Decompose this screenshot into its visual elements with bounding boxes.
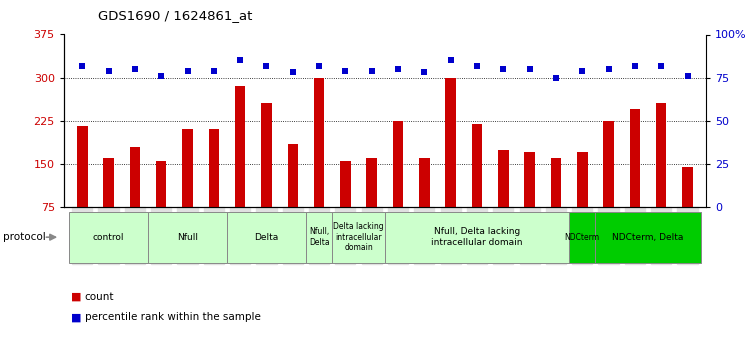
Bar bbox=[209, 129, 219, 250]
Bar bbox=[577, 152, 587, 250]
Bar bbox=[235, 86, 246, 250]
Point bbox=[339, 68, 351, 73]
Bar bbox=[498, 149, 508, 250]
Text: ■: ■ bbox=[71, 313, 82, 322]
Bar bbox=[524, 152, 535, 250]
Point bbox=[208, 68, 220, 73]
Bar bbox=[393, 121, 403, 250]
Bar bbox=[603, 121, 614, 250]
Bar bbox=[288, 144, 298, 250]
Point bbox=[550, 75, 562, 80]
Point bbox=[103, 68, 115, 73]
Bar bbox=[104, 158, 114, 250]
Bar bbox=[130, 147, 140, 250]
Text: ■: ■ bbox=[71, 292, 82, 302]
Text: count: count bbox=[85, 292, 114, 302]
Point bbox=[497, 66, 509, 72]
Bar bbox=[366, 158, 377, 250]
Point bbox=[681, 73, 693, 79]
Bar bbox=[156, 161, 167, 250]
Bar bbox=[306, 211, 332, 263]
Text: percentile rank within the sample: percentile rank within the sample bbox=[85, 313, 261, 322]
Bar bbox=[77, 127, 88, 250]
Point bbox=[261, 63, 273, 68]
Text: GDS1690 / 1624861_at: GDS1690 / 1624861_at bbox=[98, 9, 252, 22]
Point bbox=[313, 63, 325, 68]
Text: Delta: Delta bbox=[255, 233, 279, 242]
Point bbox=[471, 63, 483, 68]
Text: protocol: protocol bbox=[3, 232, 46, 242]
Bar bbox=[148, 211, 227, 263]
Bar bbox=[314, 78, 324, 250]
Bar bbox=[69, 211, 148, 263]
Text: NDCterm, Delta: NDCterm, Delta bbox=[612, 233, 683, 242]
Bar bbox=[569, 211, 596, 263]
Text: Nfull, Delta lacking
intracellular domain: Nfull, Delta lacking intracellular domai… bbox=[431, 227, 523, 247]
Point bbox=[77, 63, 89, 68]
Bar bbox=[332, 211, 385, 263]
Bar bbox=[340, 161, 351, 250]
Bar bbox=[596, 211, 701, 263]
Bar bbox=[419, 158, 430, 250]
Point bbox=[602, 66, 614, 72]
Bar bbox=[385, 211, 569, 263]
Bar bbox=[472, 124, 482, 250]
Text: Delta lacking
intracellular
domain: Delta lacking intracellular domain bbox=[333, 222, 384, 252]
Bar bbox=[445, 78, 456, 250]
Text: NDCterm: NDCterm bbox=[565, 233, 600, 242]
Point bbox=[445, 58, 457, 63]
Text: Nfull: Nfull bbox=[177, 233, 198, 242]
Bar bbox=[261, 104, 272, 250]
Point bbox=[523, 66, 535, 72]
Text: Nfull,
Delta: Nfull, Delta bbox=[309, 227, 330, 247]
Bar bbox=[227, 211, 306, 263]
Point bbox=[655, 63, 667, 68]
Bar bbox=[629, 109, 640, 250]
Point bbox=[629, 63, 641, 68]
Bar bbox=[682, 167, 692, 250]
Point bbox=[129, 66, 141, 72]
Bar bbox=[656, 104, 666, 250]
Point bbox=[576, 68, 588, 73]
Point bbox=[418, 70, 430, 75]
Point bbox=[392, 66, 404, 72]
Bar bbox=[550, 158, 561, 250]
Bar bbox=[182, 129, 193, 250]
Point bbox=[234, 58, 246, 63]
Point bbox=[287, 70, 299, 75]
Point bbox=[155, 73, 167, 79]
Text: control: control bbox=[93, 233, 125, 242]
Point bbox=[182, 68, 194, 73]
Point bbox=[366, 68, 378, 73]
